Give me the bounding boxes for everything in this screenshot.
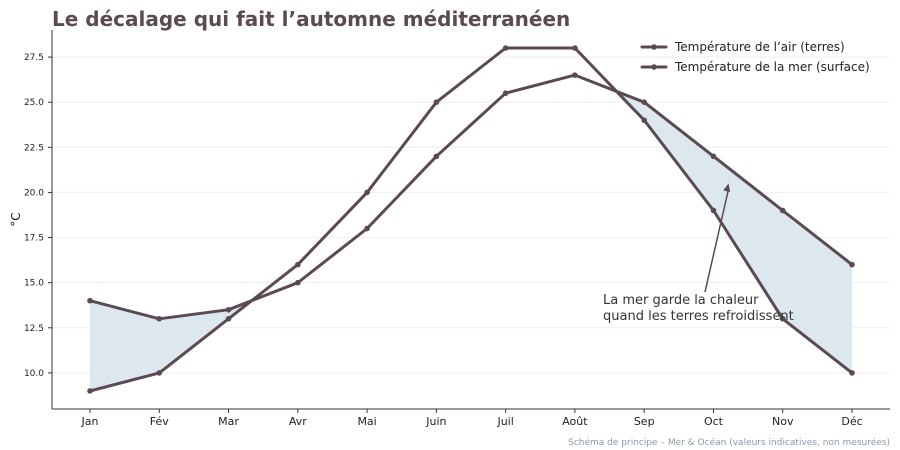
point-s0-3 xyxy=(295,261,301,268)
point-s1-6 xyxy=(502,90,509,96)
x-tick-label-4: Mai xyxy=(357,415,376,428)
point-s1-5 xyxy=(433,153,440,160)
source-note: Schéma de principe – Mer & Océan (valeur… xyxy=(568,437,890,448)
point-s0-9 xyxy=(710,207,717,214)
y-tick-label-3: 17.5 xyxy=(24,234,44,244)
point-s1-0 xyxy=(87,297,93,304)
point-s0-7 xyxy=(572,45,578,51)
point-s0-4 xyxy=(364,189,370,196)
annotation: La mer garde la chaleur quand les terres… xyxy=(603,183,794,324)
point-s1-8 xyxy=(641,99,647,105)
series-line-1 xyxy=(88,73,854,321)
y-tick-label-2: 15.0 xyxy=(24,279,44,289)
point-s1-4 xyxy=(364,225,370,232)
y-axis-label: °C xyxy=(9,212,23,226)
x-tick-label-11: Déc xyxy=(841,415,862,428)
y-tick-label-1: 12.5 xyxy=(24,324,44,334)
annotation-text-line-2: quand les terres refroidissent xyxy=(603,309,794,324)
x-tick-label-1: Fév xyxy=(150,415,169,428)
fill-region-1 xyxy=(616,91,852,373)
legend-marker-0 xyxy=(651,44,657,50)
point-s0-2 xyxy=(225,315,232,322)
annotation-arrow xyxy=(704,189,730,293)
legend-label-0: Température de l’air (terres) xyxy=(674,40,845,54)
point-s0-6 xyxy=(502,45,509,51)
point-s1-7 xyxy=(572,72,578,78)
legend-label-1: Température de la mer (surface) xyxy=(674,60,870,74)
legend-marker-1 xyxy=(651,64,657,70)
fill-region-0 xyxy=(90,300,252,391)
y-tick-label-5: 22.5 xyxy=(24,143,44,153)
chart-title: Le décalage qui fait l’automne méditerra… xyxy=(52,7,570,31)
point-s1-11 xyxy=(849,261,855,268)
point-s0-0 xyxy=(87,388,93,394)
series-lines xyxy=(88,46,854,393)
x-tick-label-6: Juil xyxy=(496,415,513,428)
x-tick-label-7: Août xyxy=(562,415,588,428)
x-tick-label-0: Jan xyxy=(81,415,99,428)
y-tick-label-0: 10.0 xyxy=(24,369,44,379)
point-s1-9 xyxy=(710,153,717,160)
x-tick-label-10: Nov xyxy=(772,415,794,428)
point-s1-1 xyxy=(156,315,163,322)
legend: Température de l’air (terres) Température… xyxy=(640,40,870,74)
x-tick-label-2: Mar xyxy=(218,415,239,428)
point-s1-10 xyxy=(779,207,786,214)
y-tick-label-6: 25.0 xyxy=(24,98,44,108)
point-s0-8 xyxy=(641,117,647,124)
x-tick-label-9: Oct xyxy=(704,415,724,428)
series-markers xyxy=(87,45,855,394)
y-tick-label-4: 20.0 xyxy=(24,188,44,198)
y-ticks: 10.0 12.5 15.0 17.5 20.0 22.5 25.0 27.5 xyxy=(24,53,52,379)
x-tick-label-8: Sep xyxy=(634,415,655,428)
difference-fill xyxy=(90,91,852,391)
x-ticks: Jan Fév Mar Avr Mai Juin Juil Août Sep Oct Nov Déc xyxy=(81,409,863,428)
annotation-arrow-head xyxy=(723,183,731,192)
y-tick-label-7: 27.5 xyxy=(24,53,44,63)
point-s1-2 xyxy=(225,306,232,313)
point-s0-11 xyxy=(849,370,855,376)
point-s1-3 xyxy=(295,279,301,286)
point-s0-1 xyxy=(156,370,163,376)
x-tick-label-3: Avr xyxy=(289,415,307,428)
annotation-text-line-1: La mer garde la chaleur xyxy=(603,293,759,308)
point-s0-5 xyxy=(433,99,440,105)
point-s0-10 xyxy=(779,315,786,322)
x-tick-label-5: Juin xyxy=(425,415,446,428)
series-line-0 xyxy=(88,46,854,393)
